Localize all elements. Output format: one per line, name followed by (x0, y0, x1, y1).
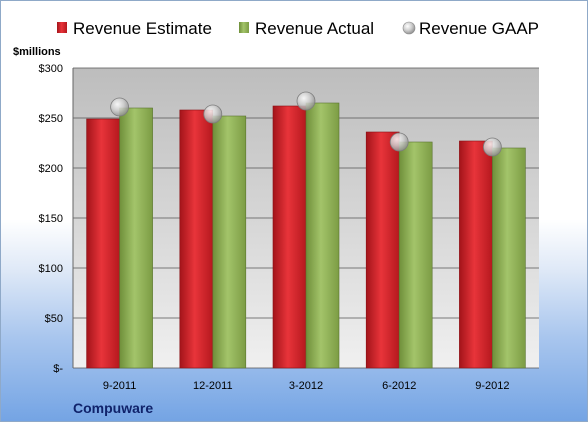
marker-revenue-gaap (296, 91, 316, 111)
legend-label: Revenue Estimate (73, 19, 212, 38)
bar-revenue-estimate (365, 131, 400, 369)
axis-ticks: $- $50 $100 $150 $200 $250 $300 9-2011 12-2011 3-… (39, 63, 510, 392)
legend-label: Revenue GAAP (419, 19, 539, 38)
y-tick-label: $- (53, 363, 63, 375)
bar-revenue-actual (398, 141, 433, 369)
y-tick-label: $300 (39, 63, 63, 75)
legend-swatch (402, 21, 416, 35)
bar-revenue-estimate (459, 140, 493, 369)
legend-swatch (57, 22, 67, 33)
y-tick-label: $150 (39, 213, 63, 225)
bar-revenue-actual (212, 115, 247, 369)
bar-revenue-estimate (86, 118, 120, 369)
x-tick-label: 12-2011 (193, 380, 233, 392)
y-axis-unit-label: $millions (13, 46, 61, 58)
marker-revenue-gaap (482, 137, 502, 157)
bar-revenue-actual (492, 147, 526, 369)
x-tick-label: 3-2012 (289, 380, 323, 392)
legend-swatch (239, 22, 249, 33)
y-tick-label: $50 (45, 313, 63, 325)
bar-revenue-actual (305, 102, 340, 369)
legend-label: Revenue Actual (255, 19, 374, 38)
bars (86, 91, 526, 369)
x-tick-label: 9-2011 (103, 380, 136, 392)
company-name: Compuware (73, 400, 153, 416)
y-tick-label: $250 (39, 113, 63, 125)
legend: Revenue Estimate Revenue Actual Revenue GA… (57, 19, 539, 38)
x-tick-label: 6-2012 (382, 380, 416, 392)
marker-revenue-gaap (389, 132, 409, 152)
marker-revenue-gaap (203, 104, 223, 124)
bar-revenue-estimate (179, 109, 214, 369)
x-tick-label: 9-2012 (475, 380, 509, 392)
bar-revenue-estimate (272, 105, 307, 369)
bar-revenue-actual (119, 107, 153, 369)
y-tick-label: $200 (39, 163, 63, 175)
marker-revenue-gaap (110, 97, 129, 117)
y-tick-label: $100 (39, 263, 63, 275)
